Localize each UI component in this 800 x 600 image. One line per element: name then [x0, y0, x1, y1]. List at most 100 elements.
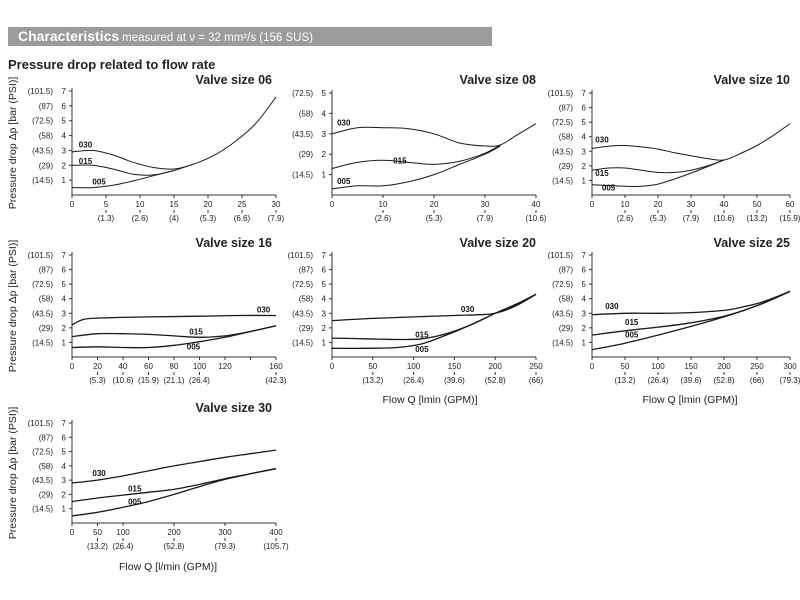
- chart-2-y-tick-label: 3: [582, 147, 587, 156]
- chart-3-title: Valve size 16: [196, 236, 273, 250]
- chart-4-series-label-015: 015: [415, 330, 429, 339]
- chart-1-series-label-030: 030: [337, 119, 351, 128]
- chart-4-series-label-030: 030: [461, 305, 475, 314]
- chart-5-y-tick-label: 5: [582, 280, 587, 289]
- chart-3-y-secondary-label: (58): [39, 295, 54, 304]
- chart-5-y-tick-label: 2: [582, 324, 587, 333]
- chart-0-y-tick-label: 1: [62, 176, 67, 185]
- chart-0-series-label-015: 015: [79, 157, 93, 166]
- chart-6-y-tick-label: 7: [62, 419, 67, 428]
- chart-4-x-secondary-label: (39.6): [444, 376, 465, 385]
- chart-4-x-secondary-label: (26.4): [403, 376, 424, 385]
- chart-5-series-005-line: [591, 290, 791, 351]
- chart-4-x-secondary-label: (52.8): [485, 376, 506, 385]
- chart-2-series-015-line: [591, 159, 725, 174]
- chart-6-x-tick-label: 50: [93, 528, 102, 537]
- chart-3-x-secondary-label: (15.9): [138, 376, 159, 385]
- chart-0-y-tick-label: 7: [62, 87, 67, 96]
- chart-2-x-tick-label: 40: [720, 200, 729, 209]
- chart-4-y-secondary-label: (29): [299, 324, 314, 333]
- chart-5-y-secondary-label: (72.5): [552, 280, 573, 289]
- chart-3-x-secondary-label: (21.1): [164, 376, 185, 385]
- chart-6-x-secondary-label: (52.8): [164, 542, 185, 551]
- chart-6-x-secondary-label: (79.3): [215, 542, 236, 551]
- chart-1-y-tick-label: 3: [322, 130, 327, 139]
- chart-2-series-label-005: 005: [602, 184, 616, 193]
- chart-5-x-secondary-label: (52.8): [714, 376, 735, 385]
- chart-3-x-tick-label: 160: [269, 362, 283, 371]
- chart-1-series-label-015: 015: [393, 156, 407, 165]
- chart-0-x-secondary-label: (6.6): [234, 214, 251, 223]
- chart-2-x-tick-label: 0: [590, 200, 595, 209]
- chart-3-x-tick-label: 60: [144, 362, 153, 371]
- chart-2-x-tick-label: 60: [786, 200, 795, 209]
- chart-4-y-secondary-label: (72.5): [292, 280, 313, 289]
- chart-6-x-secondary-label: (13.2): [87, 542, 108, 551]
- chart-0-y-tick-label: 4: [62, 132, 67, 141]
- y-axis-title-row-2: Pressure drop Δp [bar (PSI)]: [7, 240, 19, 373]
- chart-5-x-secondary-label: (39.6): [681, 376, 702, 385]
- chart-4-series-030-line: [331, 293, 537, 322]
- chart-5-y-tick-label: 4: [582, 295, 587, 304]
- chart-6-series-005-line: [71, 468, 277, 517]
- chart-3-y-secondary-label: (87): [39, 266, 54, 275]
- chart-1-series-015-line: [331, 144, 501, 169]
- chart-2-y-secondary-label: (72.5): [552, 118, 573, 127]
- chart-2-x-tick-label: 10: [621, 200, 630, 209]
- chart-6-y-tick-label: 6: [62, 433, 67, 442]
- chart-3-x-secondary-label: (26.4): [189, 376, 210, 385]
- chart-1-y-tick-label: 4: [322, 109, 327, 118]
- chart-4-x-tick-label: 0: [330, 362, 335, 371]
- chart-0-y-secondary-label: (87): [39, 102, 54, 111]
- chart-5-x-secondary-label: (66): [750, 376, 765, 385]
- chart-5-y-secondary-label: (101.5): [548, 251, 574, 260]
- chart-4-x-tick-label: 150: [448, 362, 462, 371]
- chart-3-y-tick-label: 6: [62, 266, 67, 275]
- chart-0-y-secondary-label: (72.5): [32, 117, 53, 126]
- chart-4-y-tick-label: 7: [322, 251, 327, 260]
- chart-5-y-secondary-label: (87): [559, 266, 574, 275]
- chart-4-x-secondary-label: (13.2): [362, 376, 383, 385]
- chart-1-title: Valve size 08: [460, 73, 537, 87]
- chart-6-title: Valve size 30: [196, 401, 273, 415]
- chart-5-x-tick-label: 0: [590, 362, 595, 371]
- chart-3-y-tick-label: 1: [62, 338, 67, 347]
- chart-6-y-tick-label: 2: [62, 490, 67, 499]
- chart-6-y-secondary-label: (101.5): [28, 419, 54, 428]
- chart-0-y-secondary-label: (58): [39, 132, 54, 141]
- chart-2-x-tick-label: 50: [753, 200, 762, 209]
- chart-5-x-tick-label: 100: [651, 362, 665, 371]
- chart-6-y-tick-label: 5: [62, 448, 67, 457]
- chart-6-y-secondary-label: (58): [39, 462, 54, 471]
- chart-0-x-secondary-label: (5.3): [200, 214, 217, 223]
- chart-6-y-secondary-label: (87): [39, 433, 54, 442]
- chart-0-y-secondary-label: (14.5): [32, 176, 53, 185]
- chart-5-series-label-030: 030: [605, 302, 619, 311]
- chart-3-series-label-005: 005: [187, 343, 201, 352]
- chart-4-series-015-line: [331, 293, 537, 341]
- chart-1-x-tick-label: 30: [481, 200, 490, 209]
- chart-3-x-secondary-label: (10.6): [113, 376, 134, 385]
- chart-3-series-005-line: [71, 325, 277, 349]
- chart-5-series-label-005: 005: [625, 330, 639, 339]
- chart-2-series-label-030: 030: [595, 136, 609, 145]
- chart-0-x-tick-label: 0: [70, 200, 75, 209]
- chart-5-x-secondary-label: (26.4): [648, 376, 669, 385]
- chart-2-series-005-line: [591, 159, 725, 187]
- chart-2-y-tick-label: 4: [582, 133, 587, 142]
- chart-5-y-secondary-label: (58): [559, 295, 574, 304]
- chart-2-x-secondary-label: (7.9): [683, 214, 700, 223]
- chart-0-y-secondary-label: (29): [39, 161, 54, 170]
- x-axis-title-valve-20: Flow Q [lmin (GPM)]: [382, 394, 477, 406]
- chart-3-x-tick-label: 80: [170, 362, 179, 371]
- chart-3-x-tick-label: 20: [93, 362, 102, 371]
- chart-5-series-030-line: [591, 290, 791, 316]
- chart-6-x-secondary-label: (26.4): [113, 542, 134, 551]
- chart-5-x-secondary-label: (13.2): [615, 376, 636, 385]
- chart-1-x-secondary-label: (2.6): [375, 214, 392, 223]
- chart-5-y-secondary-label: (29): [559, 324, 574, 333]
- chart-3-x-tick-label: 0: [70, 362, 75, 371]
- chart-4-y-secondary-label: (58): [299, 295, 314, 304]
- chart-1-y-tick-label: 2: [322, 150, 327, 159]
- chart-5-x-tick-label: 300: [783, 362, 797, 371]
